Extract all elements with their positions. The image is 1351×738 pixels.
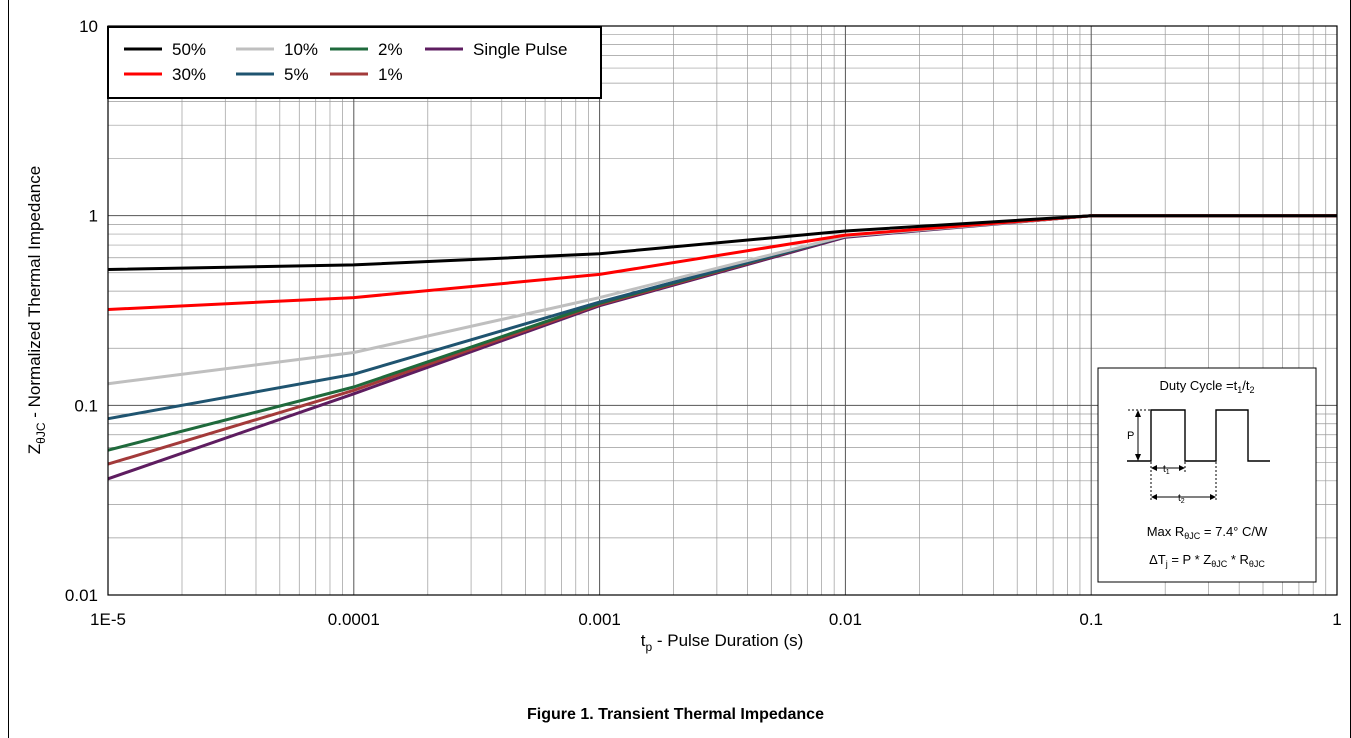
t2-label: t2 [1178,493,1185,505]
y-tick-label: 1 [89,207,98,226]
x-tick-label: 0.0001 [328,610,380,629]
y-tick-label: 10 [79,17,98,36]
x-tick-label: 1 [1332,610,1341,629]
figure-caption: Figure 1. Transient Thermal Impedance [527,706,824,723]
duty-cycle-inset: Duty Cycle =t1/t2 P t1 t2 Max RθJC = 7.4… [1097,367,1317,583]
x-tick-labels: 1E-5 0.0001 0.001 0.01 0.1 1 [90,610,1342,629]
y-axis-label: ZθJC - Normalized Thermal Impedance [25,166,48,454]
series-layer [107,214,1337,481]
x-tick-label: 0.001 [578,610,621,629]
p-label: P [1127,430,1134,442]
x-axis-label: tp - Pulse Duration (s) [641,631,804,654]
legend-label: 50% [172,40,206,59]
x-tick-label: 0.01 [829,610,862,629]
legend-label: 1% [378,65,403,84]
y-tick-label: 0.01 [65,586,98,605]
t2-arrow-head-right [1210,494,1216,500]
legend-label: 2% [378,40,403,59]
legend-box [107,26,602,99]
rmax-formula: Max RθJC = 7.4° C/W [1147,524,1268,541]
t1-label: t1 [1163,464,1170,476]
plot-border [107,25,1338,596]
inset-box [1097,367,1317,583]
pulse-waveform [1127,409,1270,462]
x-tick-label: 0.1 [1079,610,1103,629]
p-arrow-head-up [1135,410,1141,417]
t1-arrow-head-left [1151,465,1157,471]
series-line-30- [107,214,1337,311]
inset-title: Duty Cycle =t1/t2 [1160,378,1255,395]
minor-grid [108,26,1337,595]
legend-items: 50% 10% 2% Single Pulse 30% 5% 1% [124,40,568,84]
t2-arrow-head-left [1151,494,1157,500]
legend-label: 30% [172,65,206,84]
x-tick-label: 1E-5 [90,610,126,629]
series-line-50- [107,214,1337,271]
y-tick-labels: 0.01 0.1 1 10 [65,17,98,605]
legend: 50% 10% 2% Single Pulse 30% 5% 1% [107,26,602,99]
y-tick-label: 0.1 [74,396,98,415]
p-arrow-head-down [1135,454,1141,461]
legend-label: 5% [284,65,309,84]
delta-tj-formula: ΔTj = P * ZθJC * RθJC [1149,552,1265,569]
t1-arrow-head-right [1179,465,1185,471]
legend-label: Single Pulse [473,40,568,59]
legend-label: 10% [284,40,318,59]
